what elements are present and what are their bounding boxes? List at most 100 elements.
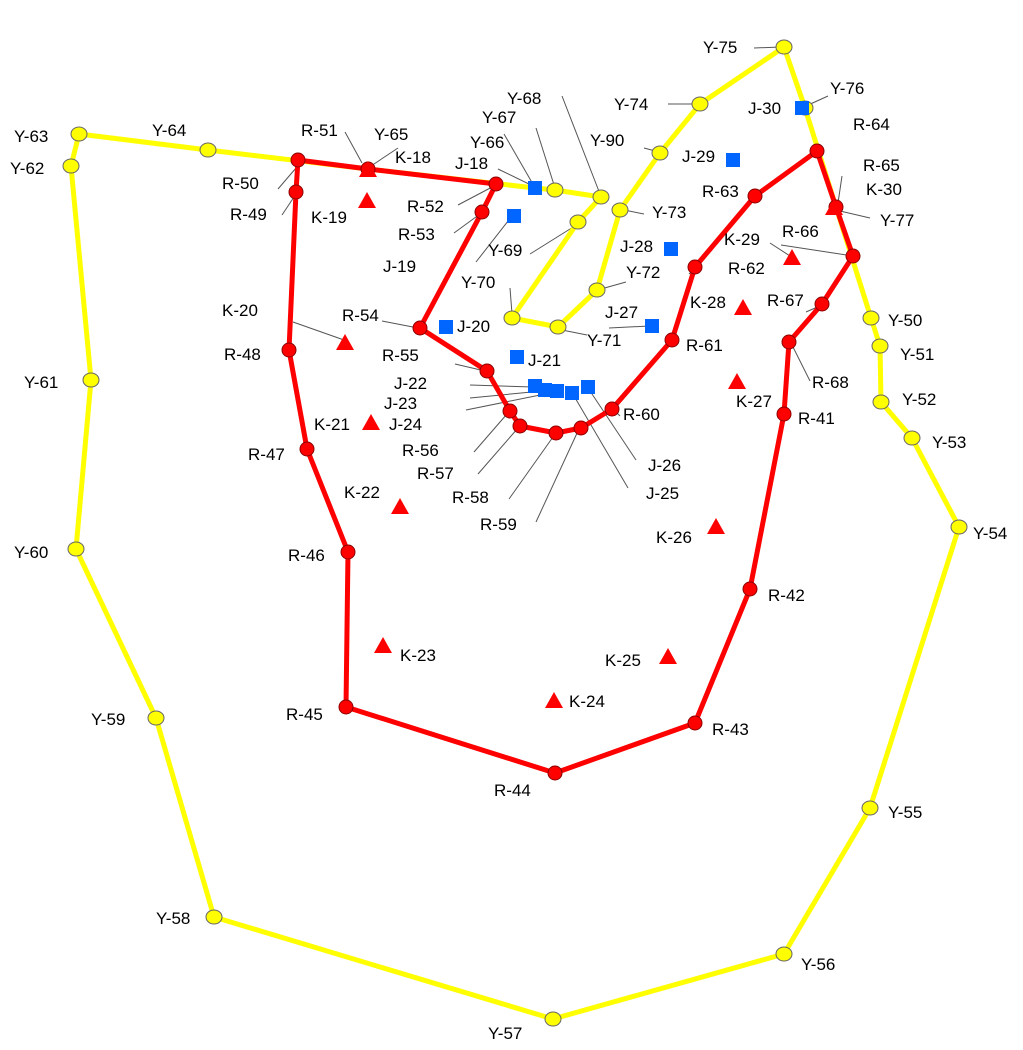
red-node-r61[interactable] bbox=[664, 332, 680, 348]
blue-square-j27[interactable] bbox=[645, 319, 659, 333]
red-node-label-r45: R-45 bbox=[286, 705, 323, 724]
triangle-marker-k23[interactable] bbox=[374, 637, 392, 653]
yellow-node-label-y62: Y-62 bbox=[10, 159, 44, 178]
blue-square-j28[interactable] bbox=[664, 242, 678, 256]
yellow-node-y62[interactable] bbox=[62, 158, 80, 174]
red-node-r48[interactable] bbox=[281, 342, 297, 358]
yellow-node-y71[interactable] bbox=[549, 319, 567, 335]
blue-square-j18[interactable] bbox=[528, 181, 542, 195]
yellow-node-y54[interactable] bbox=[950, 519, 968, 535]
triangle-marker-label-k19: K-19 bbox=[311, 208, 347, 227]
triangle-marker-k18[interactable] bbox=[359, 161, 377, 177]
red-node-r64[interactable] bbox=[809, 143, 825, 159]
triangle-marker-k29[interactable] bbox=[783, 249, 801, 265]
triangle-marker-k22[interactable] bbox=[391, 498, 409, 514]
yellow-node-y67[interactable] bbox=[546, 182, 564, 198]
red-node-label-r53: R-53 bbox=[398, 225, 435, 244]
blue-square-j25[interactable] bbox=[565, 386, 579, 400]
yellow-node-label-y61: Y-61 bbox=[24, 373, 58, 392]
yellow-node-label-y57: Y-57 bbox=[488, 1024, 522, 1043]
red-node-r56[interactable] bbox=[502, 403, 518, 419]
yellow-node-y59[interactable] bbox=[147, 710, 165, 726]
red-node-r58[interactable] bbox=[548, 425, 564, 441]
yellow-node-y73[interactable] bbox=[611, 202, 629, 218]
yellow-node-label-y64: Y-64 bbox=[152, 121, 186, 140]
yellow-node-label-y71: Y-71 bbox=[587, 331, 621, 350]
red-node-r66[interactable] bbox=[845, 248, 861, 264]
yellow-node-y52[interactable] bbox=[872, 394, 890, 410]
red-node-label-r52: R-52 bbox=[407, 197, 444, 216]
red-node-label-r57: R-57 bbox=[417, 464, 454, 483]
red-node-label-r66: R-66 bbox=[782, 222, 819, 241]
red-node-r43[interactable] bbox=[687, 715, 703, 731]
red-node-r54[interactable] bbox=[412, 320, 428, 336]
red-node-r44[interactable] bbox=[547, 765, 563, 781]
red-node-label-r46: R-46 bbox=[288, 546, 325, 565]
blue-marker-label-j19: J-19 bbox=[383, 257, 416, 276]
yellow-node-y69[interactable] bbox=[569, 214, 587, 230]
yellow-node-y60[interactable] bbox=[67, 541, 85, 557]
triangle-marker-label-k24: K-24 bbox=[569, 692, 605, 711]
red-node-r42[interactable] bbox=[742, 581, 758, 597]
yellow-node-y55[interactable] bbox=[861, 800, 879, 816]
yellow-node-y53[interactable] bbox=[903, 430, 921, 446]
red-node-r46[interactable] bbox=[340, 544, 356, 560]
blue-square-j30[interactable] bbox=[795, 101, 809, 115]
yellow-node-y72[interactable] bbox=[588, 282, 606, 298]
yellow-node-y90[interactable] bbox=[651, 145, 669, 161]
red-node-r57[interactable] bbox=[512, 418, 528, 434]
triangle-marker-k19[interactable] bbox=[358, 192, 376, 208]
triangle-marker-k25[interactable] bbox=[659, 648, 677, 664]
triangle-marker-k24[interactable] bbox=[545, 692, 563, 708]
red-node-r45[interactable] bbox=[338, 699, 354, 715]
red-node-r52[interactable] bbox=[488, 176, 504, 192]
triangle-marker-k30[interactable] bbox=[825, 199, 843, 215]
blue-square-j20[interactable] bbox=[439, 320, 453, 334]
yellow-node-y58[interactable] bbox=[205, 909, 223, 925]
blue-square-j19[interactable] bbox=[507, 209, 521, 223]
red-node-r53[interactable] bbox=[474, 204, 490, 220]
triangle-marker-k27[interactable] bbox=[728, 373, 746, 389]
blue-marker-label-j30: J-30 bbox=[748, 99, 781, 118]
red-node-r50[interactable] bbox=[290, 152, 306, 168]
red-node-r41[interactable] bbox=[776, 406, 792, 422]
yellow-node-y63[interactable] bbox=[70, 126, 88, 142]
yellow-node-label-y56: Y-56 bbox=[801, 955, 835, 974]
blue-square-j29[interactable] bbox=[726, 153, 740, 167]
blue-square-j26[interactable] bbox=[581, 380, 595, 394]
red-node-label-r61: R-61 bbox=[686, 336, 723, 355]
red-node-r67[interactable] bbox=[814, 296, 830, 312]
yellow-node-y57[interactable] bbox=[544, 1011, 562, 1027]
blue-square-j21[interactable] bbox=[510, 350, 524, 364]
yellow-node-y75[interactable] bbox=[775, 39, 793, 55]
triangle-marker-k28[interactable] bbox=[734, 299, 752, 315]
triangle-marker-k26[interactable] bbox=[707, 518, 725, 534]
red-node-r47[interactable] bbox=[299, 441, 315, 457]
triangle-marker-label-k30: K-30 bbox=[866, 180, 902, 199]
yellow-node-y64[interactable] bbox=[199, 142, 217, 158]
yellow-node-y74[interactable] bbox=[691, 96, 709, 112]
blue-square-j24[interactable] bbox=[550, 384, 564, 398]
red-node-r59[interactable] bbox=[573, 420, 589, 436]
red-node-r62[interactable] bbox=[687, 259, 703, 275]
blue-square-j23[interactable] bbox=[538, 383, 552, 397]
yellow-node-y61[interactable] bbox=[82, 372, 100, 388]
triangle-marker-k20[interactable] bbox=[336, 334, 354, 350]
yellow-node-y56[interactable] bbox=[775, 946, 793, 962]
red-node-r60[interactable] bbox=[604, 401, 620, 417]
red-node-r55[interactable] bbox=[479, 363, 495, 379]
yellow-node-label-y76: Y-76 bbox=[830, 79, 864, 98]
yellow-node-y50[interactable] bbox=[862, 310, 880, 326]
red-node-r63[interactable] bbox=[747, 188, 763, 204]
yellow-node-label-y73: Y-73 bbox=[652, 203, 686, 222]
yellow-node-y68[interactable] bbox=[592, 189, 610, 205]
red-boundary-path bbox=[286, 148, 856, 776]
red-node-r49[interactable] bbox=[288, 184, 304, 200]
red-node-r68[interactable] bbox=[781, 334, 797, 350]
leader-line bbox=[277, 167, 297, 190]
leader-line bbox=[561, 329, 588, 336]
blue-marker-label-j26: J-26 bbox=[648, 456, 681, 475]
yellow-node-y51[interactable] bbox=[871, 338, 889, 354]
yellow-node-y70[interactable] bbox=[503, 310, 521, 326]
triangle-marker-k21[interactable] bbox=[362, 414, 380, 430]
